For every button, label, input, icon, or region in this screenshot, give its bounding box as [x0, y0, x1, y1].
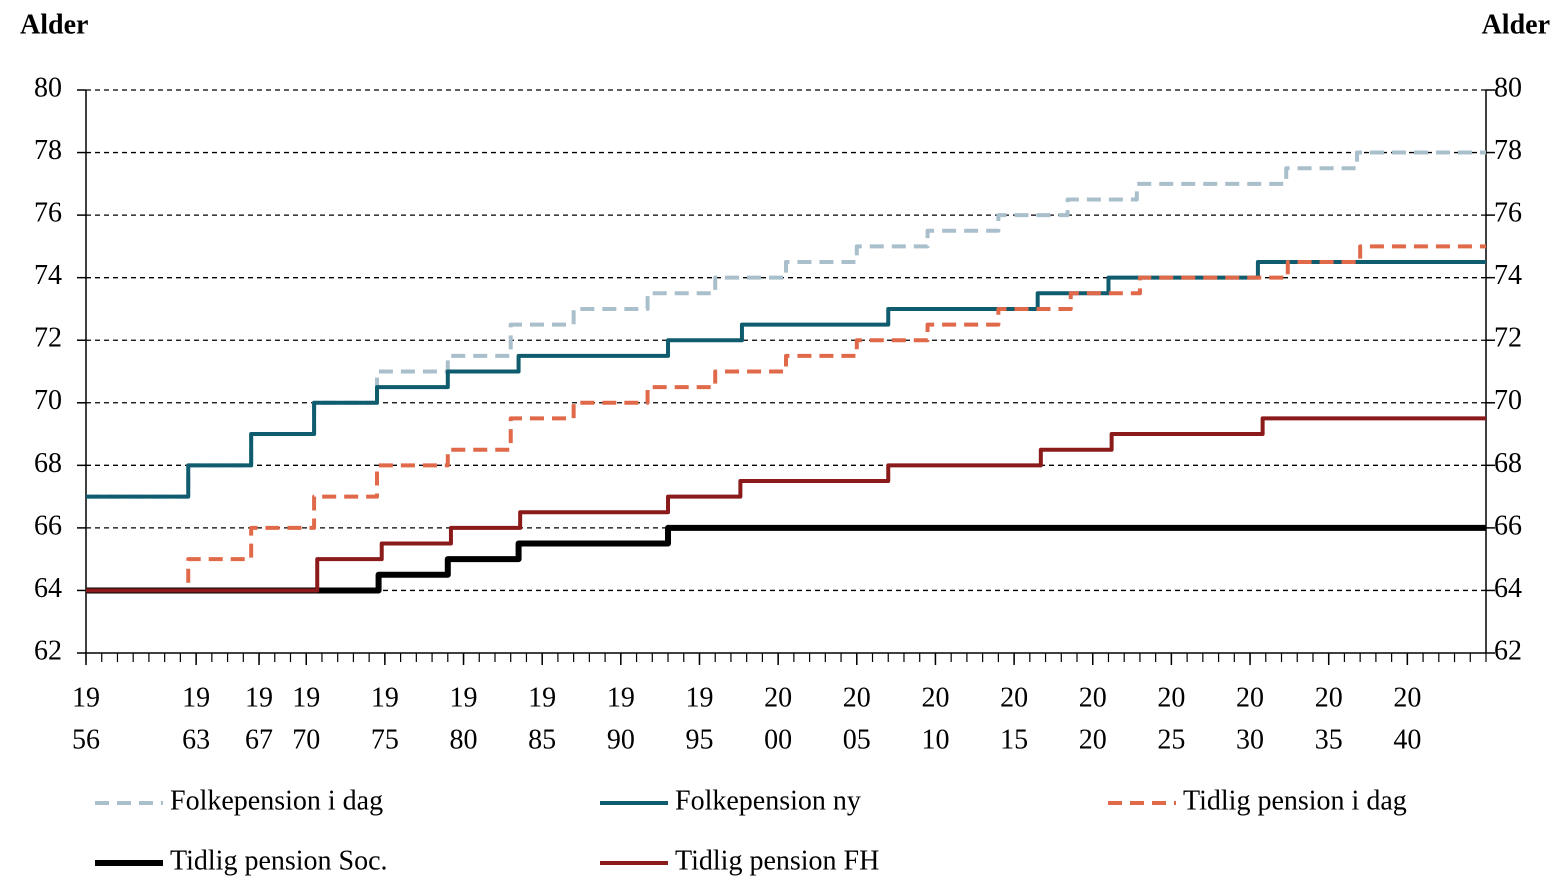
- x-tick-label: 20: [1393, 682, 1421, 713]
- x-tick-label: 05: [843, 724, 871, 755]
- y-tick-label: 80: [34, 72, 62, 103]
- x-tick-label: 20: [1315, 682, 1343, 713]
- x-tick-label: 90: [607, 724, 635, 755]
- x-tick-label: 40: [1393, 724, 1421, 755]
- legend-label: Tidlig pension i dag: [1183, 785, 1407, 816]
- x-tick-label: 00: [764, 724, 792, 755]
- x-tick-label: 20: [764, 682, 792, 713]
- y2-tick-label: 68: [1494, 448, 1522, 479]
- y-tick-label: 66: [34, 510, 62, 541]
- x-tick-label: 19: [245, 682, 273, 713]
- series-line: [86, 524, 1486, 594]
- y2-tick-label: 62: [1494, 635, 1522, 666]
- x-tick-label: 20: [1079, 682, 1107, 713]
- y-tick-label: 70: [34, 385, 62, 416]
- series-line: [86, 244, 1486, 593]
- y2-tick-label: 70: [1494, 385, 1522, 416]
- x-tick-label: 63: [182, 724, 210, 755]
- x-tick-label: 85: [528, 724, 556, 755]
- x-tick-label: 95: [685, 724, 713, 755]
- x-tick-label: 20: [1079, 724, 1107, 755]
- series-line: [86, 260, 1486, 499]
- x-tick-label: 19: [528, 682, 556, 713]
- y-tick-label: 72: [34, 323, 62, 354]
- y-tick-label: 64: [34, 573, 62, 604]
- y2-tick-label: 78: [1494, 135, 1522, 166]
- x-tick-label: 10: [921, 724, 949, 755]
- y2-tick-label: 76: [1494, 198, 1522, 229]
- x-tick-label: 80: [450, 724, 478, 755]
- y2-axis-label: Alder: [1482, 9, 1550, 40]
- series-line: [86, 416, 1486, 593]
- y-axis-label: Alder: [20, 9, 88, 40]
- y-tick-label: 76: [34, 198, 62, 229]
- x-tick-label: 19: [292, 682, 320, 713]
- y-tick-label: 78: [34, 135, 62, 166]
- legend-label: Folkepension i dag: [170, 785, 383, 816]
- y2-tick-label: 66: [1494, 510, 1522, 541]
- y-tick-label: 74: [34, 260, 62, 291]
- x-tick-label: 20: [921, 682, 949, 713]
- x-tick-label: 20: [1236, 682, 1264, 713]
- x-tick-label: 19: [450, 682, 478, 713]
- y2-tick-label: 64: [1494, 573, 1522, 604]
- x-tick-label: 75: [371, 724, 399, 755]
- legend-label: Folkepension ny: [675, 785, 861, 816]
- x-tick-label: 20: [843, 682, 871, 713]
- y2-tick-label: 74: [1494, 260, 1522, 291]
- x-tick-label: 35: [1315, 724, 1343, 755]
- x-tick-label: 20: [1157, 682, 1185, 713]
- y-tick-label: 62: [34, 635, 62, 666]
- x-tick-label: 19: [182, 682, 210, 713]
- y-tick-label: 68: [34, 448, 62, 479]
- x-tick-label: 19: [371, 682, 399, 713]
- x-tick-label: 30: [1236, 724, 1264, 755]
- x-tick-label: 25: [1157, 724, 1185, 755]
- x-tick-label: 19: [685, 682, 713, 713]
- y2-tick-label: 72: [1494, 323, 1522, 354]
- x-tick-label: 19: [607, 682, 635, 713]
- x-tick-label: 56: [72, 724, 100, 755]
- legend-label: Tidlig pension FH: [675, 845, 879, 876]
- x-tick-label: 15: [1000, 724, 1028, 755]
- x-tick-label: 20: [1000, 682, 1028, 713]
- y2-tick-label: 80: [1494, 72, 1522, 103]
- x-tick-label: 19: [72, 682, 100, 713]
- legend-label: Tidlig pension Soc.: [170, 845, 388, 876]
- x-tick-label: 70: [292, 724, 320, 755]
- x-tick-label: 67: [245, 724, 273, 755]
